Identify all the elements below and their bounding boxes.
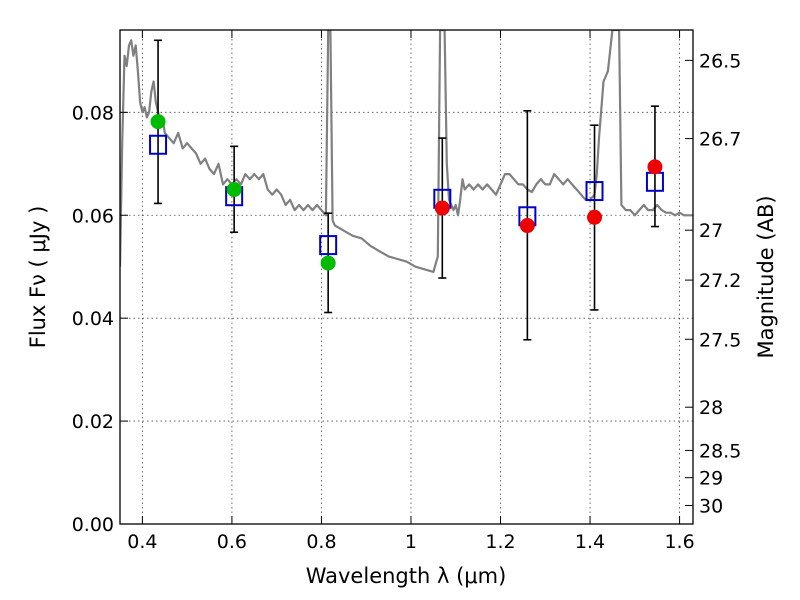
right-tick-label: 27.5 [699,329,741,351]
y-tick-label: 0.06 [72,205,114,227]
y-tick-label: 0.00 [72,514,114,536]
right-tick-label: 30 [699,495,723,517]
x-tick-label: 1.2 [485,531,515,553]
plot-frame [119,29,694,525]
axis-ticks: 0.4 0.6 0.8 1 1.2 1.4 1.6 0.00 0.02 0.04 0.06 0.08 2… [72,30,741,553]
x-tick-label: 1 [405,531,417,553]
grid-lines [120,30,693,525]
observed-flux-point [587,209,603,225]
right-tick-label: 28 [699,397,723,419]
right-tick-label: 26.7 [699,129,741,151]
x-tick-label: 0.6 [217,531,247,553]
model-photometry-square [585,181,604,202]
data-layer [120,30,693,341]
right-y-axis-label: Magnitude (AB) [754,195,778,358]
x-axis-label: Wavelength λ (μm) [306,564,507,588]
x-tick-label: 1.6 [664,531,694,553]
observed-flux-point [150,114,166,130]
observed-flux-point [226,182,242,198]
y-axis-label: Flux Fν ( μJy ) [26,206,50,349]
observed-flux-point [434,200,450,216]
right-tick-label: 29 [699,468,723,490]
observed-flux-point [320,255,336,271]
y-tick-label: 0.04 [72,308,114,330]
right-tick-label: 27.2 [699,270,741,292]
observed-flux-point [519,218,535,234]
right-tick-label: 28.5 [699,440,741,462]
right-tick-label: 27 [699,220,723,242]
right-tick-label: 26.5 [699,50,741,72]
model-photometry-square [149,134,168,155]
spectrum-line [120,30,693,273]
observed-flux-point [647,159,663,175]
y-tick-label: 0.02 [72,411,114,433]
x-tick-label: 0.8 [306,531,336,553]
x-tick-label: 0.4 [127,531,157,553]
x-tick-label: 1.4 [575,531,605,553]
model-photometry-square [319,235,338,256]
y-tick-label: 0.08 [72,102,114,124]
